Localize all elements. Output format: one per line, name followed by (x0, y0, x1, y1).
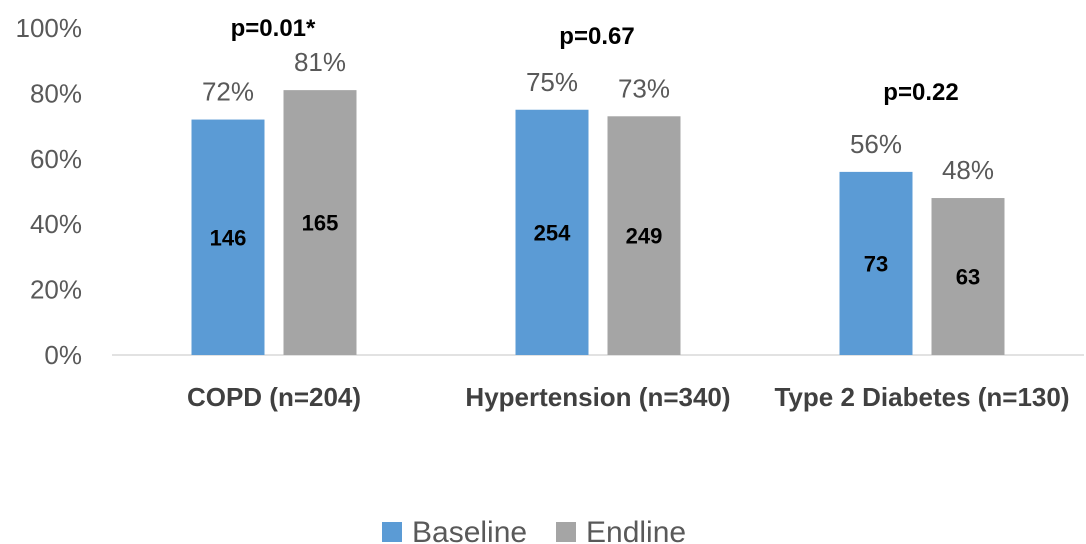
bar-count-label: 63 (956, 265, 980, 290)
legend-label-baseline: Baseline (412, 516, 527, 544)
bar-endline-2 (931, 198, 1005, 355)
bar-count-label: 146 (210, 225, 247, 250)
legend-swatch-endline (556, 522, 576, 542)
p-value-annotation: p=0.22 (883, 79, 958, 106)
bar-value-label: 48% (942, 155, 994, 185)
bar-baseline-2 (839, 171, 913, 355)
legend-swatch-baseline (382, 522, 402, 542)
p-value-annotation: p=0.01* (231, 15, 316, 42)
bar-count-label: 73 (864, 251, 888, 276)
y-tick-label: 40% (30, 209, 82, 239)
bar-value-label: 72% (202, 77, 254, 107)
bar-value-label: 81% (294, 47, 346, 77)
bar-count-label: 165 (302, 211, 339, 236)
bar-count-label: 254 (534, 220, 571, 245)
bar-value-label: 73% (618, 73, 670, 103)
y-tick-label: 20% (30, 275, 82, 305)
bar-endline-0 (283, 90, 357, 355)
bar-value-label: 75% (526, 67, 578, 97)
x-category-label: COPD (n=204) (187, 382, 361, 412)
bar-baseline-1 (515, 109, 589, 355)
bar-value-label: 56% (850, 129, 902, 159)
x-category-label: Type 2 Diabetes (n=130) (774, 382, 1069, 412)
p-value-annotation: p=0.67 (559, 23, 634, 50)
y-tick-label: 60% (30, 144, 82, 174)
y-tick-label: 0% (44, 340, 82, 370)
bar-endline-1 (607, 116, 681, 355)
bar-baseline-0 (191, 119, 265, 355)
bar-count-label: 249 (626, 224, 663, 249)
x-category-label: Hypertension (n=340) (465, 382, 730, 412)
y-tick-label: 100% (16, 13, 83, 43)
y-tick-label: 80% (30, 78, 82, 108)
legend-label-endline: Endline (586, 516, 686, 544)
